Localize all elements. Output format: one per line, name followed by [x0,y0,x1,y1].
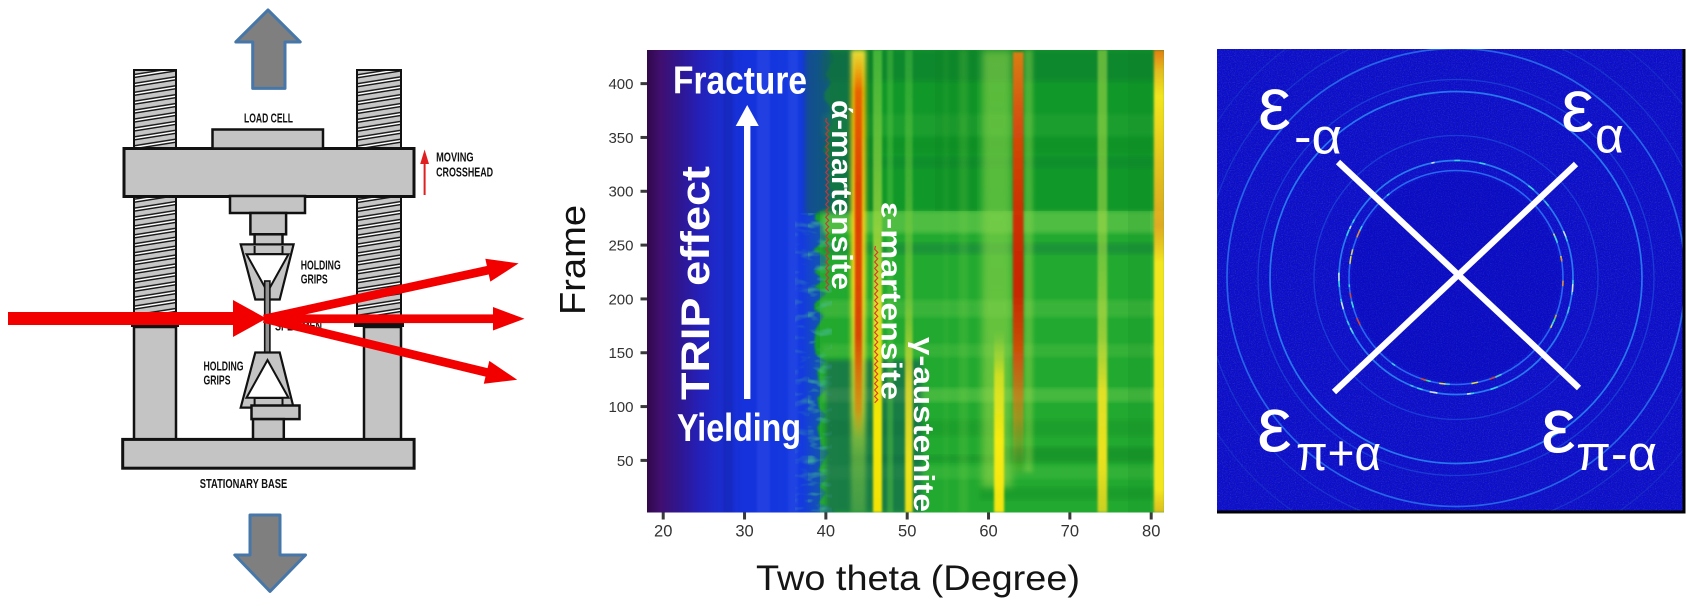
svg-text:350: 350 [608,130,633,147]
svg-text:60: 60 [979,523,997,541]
svg-text:α: α [1595,108,1624,164]
svg-text:ε: ε [1561,65,1594,148]
svg-text:GRIPS: GRIPS [301,273,328,287]
svg-text:150: 150 [608,345,633,362]
svg-text:70: 70 [1061,523,1079,541]
svg-text:TRIP effect: TRIP effect [674,166,718,400]
svg-text:MOVING: MOVING [436,151,474,165]
svg-text:CROSSHEAD: CROSSHEAD [436,166,493,180]
svg-text:30: 30 [735,523,753,541]
svg-text:20: 20 [654,523,672,541]
svg-text:300: 300 [608,184,633,201]
svg-text:π+α: π+α [1296,427,1381,481]
svg-text:ε: ε [1258,63,1291,146]
svg-text:STATIONARY BASE: STATIONARY BASE [200,477,288,491]
svg-text:γ-austenite: γ-austenite [907,337,939,512]
svg-text:50: 50 [898,523,916,541]
svg-text:200: 200 [608,291,633,308]
svg-text:ά-martensite: ά-martensite [825,100,857,290]
svg-text:100: 100 [608,399,633,416]
svg-text:GRIPS: GRIPS [204,374,231,388]
svg-text:ε-martensite: ε-martensite [875,202,907,400]
svg-text:ε: ε [1257,380,1292,468]
svg-text:Frame: Frame [552,205,593,315]
svg-text:-α: -α [1294,109,1342,165]
svg-text:HOLDING: HOLDING [204,360,244,374]
svg-text:LOAD CELL: LOAD CELL [244,112,293,126]
svg-text:Yielding: Yielding [677,407,801,450]
svg-text:HOLDING: HOLDING [301,259,341,273]
svg-text:π-α: π-α [1576,427,1657,481]
svg-text:ε: ε [1541,381,1576,469]
svg-text:400: 400 [608,76,633,93]
svg-text:50: 50 [617,453,634,470]
svg-text:80: 80 [1142,523,1160,541]
svg-text:Fracture: Fracture [673,60,807,103]
svg-text:Two theta (Degree): Two theta (Degree) [756,559,1080,598]
svg-text:250: 250 [608,238,633,255]
svg-text:40: 40 [817,523,835,541]
